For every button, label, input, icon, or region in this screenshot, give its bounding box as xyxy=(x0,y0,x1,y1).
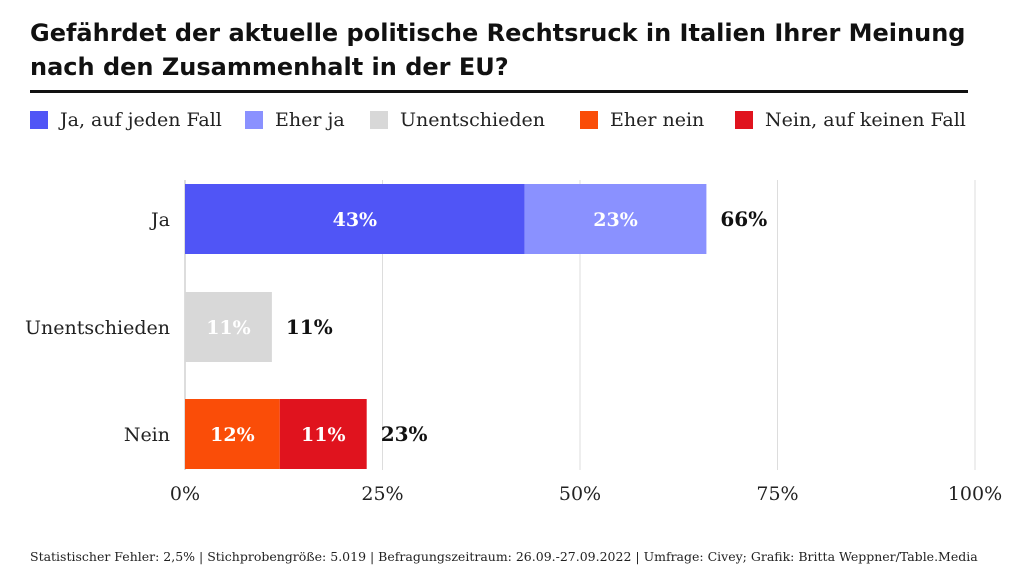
total-label: 11% xyxy=(286,315,333,339)
legend-item: Eher ja xyxy=(245,106,345,134)
x-tick-label: 75% xyxy=(756,483,798,505)
category-label: Unentschieden xyxy=(25,317,170,339)
category-label: Ja xyxy=(149,209,170,231)
legend-swatch xyxy=(30,111,48,129)
bar-value-label: 12% xyxy=(210,424,255,446)
legend-swatch xyxy=(735,111,753,129)
bar-value-label: 43% xyxy=(333,209,378,231)
legend-label: Nein, auf keinen Fall xyxy=(765,109,966,131)
legend-swatch xyxy=(245,111,263,129)
total-label: 66% xyxy=(720,207,767,231)
legend: Ja, auf jeden Fall Eher ja Unentschieden Eh… xyxy=(30,106,990,134)
legend-item: Nein, auf keinen Fall xyxy=(735,106,966,134)
legend-item: Unentschieden xyxy=(370,106,545,134)
bar-segment xyxy=(279,399,367,469)
bar-segment xyxy=(524,184,707,254)
legend-swatch xyxy=(370,111,388,129)
bar-value-label: 11% xyxy=(301,424,346,446)
legend-swatch xyxy=(580,111,598,129)
bar-segment xyxy=(185,292,272,362)
legend-label: Eher nein xyxy=(610,109,705,131)
category-label: Nein xyxy=(124,424,170,446)
legend-item: Ja, auf jeden Fall xyxy=(30,106,222,134)
legend-label: Eher ja xyxy=(275,109,345,131)
x-tick-label: 0% xyxy=(170,483,200,505)
bar-value-label: 11% xyxy=(206,317,251,339)
legend-item: Eher nein xyxy=(580,106,704,134)
legend-label: Ja, auf jeden Fall xyxy=(60,109,222,131)
legend-label: Unentschieden xyxy=(400,109,545,131)
footnote: Statistischer Fehler: 2,5% | Stichproben… xyxy=(30,549,978,564)
bar-value-label: 23% xyxy=(593,209,638,231)
total-label: 23% xyxy=(381,422,428,446)
chart-title: Gefährdet der aktuelle politische Rechts… xyxy=(30,19,966,81)
bar-segment xyxy=(185,184,525,254)
x-tick-label: 25% xyxy=(361,483,403,505)
x-tick-label: 50% xyxy=(559,483,601,505)
bar-segment xyxy=(185,399,280,469)
x-tick-label: 100% xyxy=(948,483,1002,505)
title-divider xyxy=(30,90,968,93)
